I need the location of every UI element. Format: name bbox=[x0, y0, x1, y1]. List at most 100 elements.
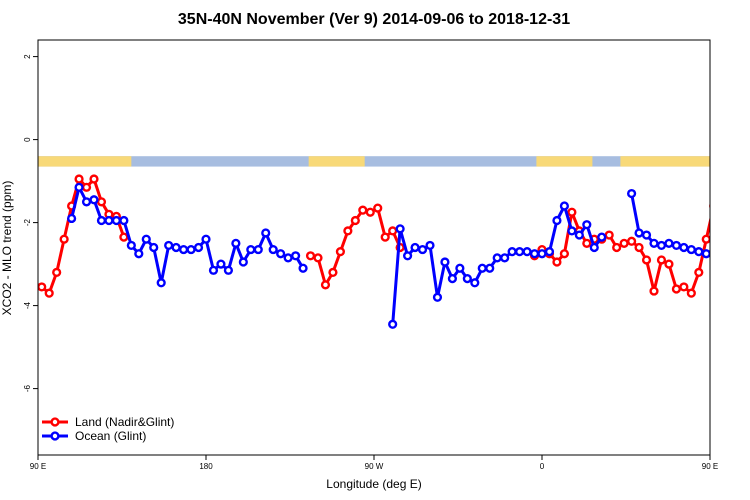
x-tick-label: 90 E bbox=[702, 462, 718, 471]
data-point bbox=[634, 242, 644, 253]
data-point bbox=[582, 220, 592, 230]
data-point bbox=[604, 230, 614, 240]
data-point bbox=[74, 182, 84, 192]
y-tick-label: 2 bbox=[23, 54, 32, 59]
land-ocean-strip bbox=[38, 156, 710, 167]
data-point bbox=[343, 226, 353, 236]
data-point bbox=[365, 207, 375, 217]
data-point bbox=[552, 257, 562, 267]
series-layer bbox=[38, 174, 747, 329]
data-point bbox=[492, 253, 502, 263]
data-point bbox=[612, 242, 622, 253]
plot-frame bbox=[37, 39, 711, 456]
data-point bbox=[671, 240, 682, 251]
data-point bbox=[641, 255, 652, 265]
data-point bbox=[126, 240, 136, 251]
data-point bbox=[104, 215, 114, 226]
data-point bbox=[709, 251, 710, 257]
data-point bbox=[201, 234, 211, 244]
data-point bbox=[291, 251, 301, 261]
data-point bbox=[440, 257, 450, 267]
data-point bbox=[74, 174, 84, 184]
data-point bbox=[89, 174, 99, 184]
y-tick-label: 0 bbox=[23, 137, 32, 142]
data-point bbox=[656, 240, 667, 251]
data-point bbox=[358, 205, 368, 215]
data-point bbox=[403, 251, 413, 261]
data-point bbox=[81, 182, 92, 192]
data-point bbox=[462, 274, 472, 284]
data-point bbox=[679, 282, 689, 292]
data-point bbox=[470, 278, 480, 288]
data-point bbox=[718, 248, 725, 255]
legend: Land (Nadir&Glint)Ocean (Glint) bbox=[42, 415, 174, 443]
y-axis-label: XCO2 - MLO trend (ppm) bbox=[0, 181, 14, 316]
data-point bbox=[709, 203, 710, 209]
x-tick-label: 90 W bbox=[365, 462, 384, 471]
data-point bbox=[238, 257, 248, 267]
series-line bbox=[391, 204, 603, 325]
data-point bbox=[567, 226, 577, 236]
data-point bbox=[686, 244, 696, 255]
land-strip-segment bbox=[536, 156, 593, 167]
data-point bbox=[141, 234, 151, 244]
data-point bbox=[208, 265, 219, 275]
data-point bbox=[432, 292, 443, 302]
data-point bbox=[559, 249, 570, 259]
data-point bbox=[335, 247, 346, 257]
y-tick-label: -4 bbox=[23, 301, 32, 309]
x-tick-label: 180 bbox=[199, 462, 213, 471]
data-point bbox=[500, 253, 510, 263]
data-point bbox=[119, 215, 129, 226]
y-axis: 2 0 -2 -4 -6 bbox=[23, 54, 38, 392]
data-point bbox=[740, 198, 747, 205]
data-point bbox=[119, 232, 129, 242]
data-point bbox=[89, 195, 99, 205]
data-point bbox=[305, 251, 316, 261]
data-point bbox=[671, 284, 682, 294]
data-point bbox=[559, 201, 570, 211]
data-point bbox=[38, 282, 47, 292]
data-point bbox=[193, 242, 204, 253]
data-point bbox=[268, 244, 278, 255]
data-point bbox=[44, 288, 54, 298]
data-point bbox=[52, 267, 62, 278]
data-point bbox=[261, 228, 271, 238]
data-point bbox=[694, 247, 704, 257]
data-point bbox=[522, 247, 532, 257]
data-point bbox=[298, 263, 308, 273]
data-point bbox=[246, 244, 256, 255]
data-point bbox=[718, 176, 725, 183]
data-point bbox=[649, 238, 659, 248]
data-point bbox=[447, 274, 458, 284]
data-point bbox=[567, 207, 577, 217]
data-point bbox=[725, 184, 732, 191]
data-point bbox=[664, 238, 674, 248]
data-point bbox=[477, 263, 487, 273]
ocean-strip bbox=[38, 156, 710, 167]
data-point bbox=[373, 203, 383, 213]
data-point bbox=[514, 247, 525, 257]
data-point bbox=[164, 240, 174, 251]
data-point bbox=[701, 249, 710, 259]
data-point bbox=[186, 244, 196, 255]
data-point bbox=[179, 244, 189, 255]
data-point bbox=[96, 215, 107, 226]
data-point bbox=[694, 267, 704, 278]
data-point bbox=[231, 238, 241, 248]
data-point bbox=[537, 249, 547, 259]
data-point bbox=[582, 238, 592, 248]
land-strip-segment bbox=[308, 156, 365, 167]
data-point bbox=[417, 244, 428, 255]
x-axis: 90 E 180 90 W 0 90 E bbox=[30, 455, 718, 471]
data-point bbox=[328, 267, 338, 278]
data-point bbox=[223, 265, 234, 275]
y-tick-label: -6 bbox=[23, 384, 32, 392]
data-point bbox=[134, 249, 144, 259]
legend-marker bbox=[50, 431, 60, 441]
data-point bbox=[733, 176, 740, 183]
data-point bbox=[485, 263, 495, 273]
land-strip-segment bbox=[38, 156, 132, 167]
data-point bbox=[276, 249, 286, 259]
